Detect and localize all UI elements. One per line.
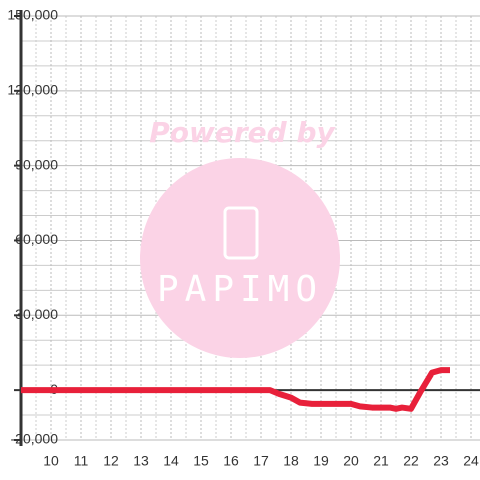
x-tick-label: 22 — [403, 453, 419, 469]
series-line — [21, 367, 450, 412]
x-tick-label: 14 — [163, 453, 179, 469]
x-tick-label: 10 — [43, 453, 59, 469]
x-tick-label: 19 — [313, 453, 329, 469]
x-tick-label: 11 — [74, 453, 89, 469]
y-tick-label: 150,000 — [7, 7, 58, 23]
x-tick-label: 12 — [103, 453, 119, 469]
y-tick-label: 90,000 — [15, 156, 58, 172]
y-tick-label: -20,000 — [11, 431, 59, 447]
y-tick-label: 120,000 — [7, 82, 58, 98]
x-tick-label: 15 — [193, 453, 209, 469]
y-tick-label: 60,000 — [15, 231, 58, 247]
x-tick-label: 24 — [463, 453, 479, 469]
watermark-brand: PAPIMO — [157, 269, 323, 310]
watermark-phone — [223, 206, 259, 260]
x-tick-label: 23 — [433, 453, 449, 469]
watermark-top: Powered by — [149, 116, 336, 149]
x-tick-label: 20 — [343, 453, 359, 469]
plot: -20,000030,00060,00090,000120,000150,000… — [7, 7, 480, 469]
x-tick-label: 13 — [133, 453, 149, 469]
x-tick-label: 17 — [253, 453, 269, 469]
x-tick-label: 16 — [223, 453, 239, 469]
x-tick-label: 18 — [283, 453, 299, 469]
x-tick-label: 21 — [373, 453, 389, 469]
y-tick-label: 30,000 — [15, 306, 58, 322]
watermark: Powered by PAPIMO — [140, 116, 340, 358]
